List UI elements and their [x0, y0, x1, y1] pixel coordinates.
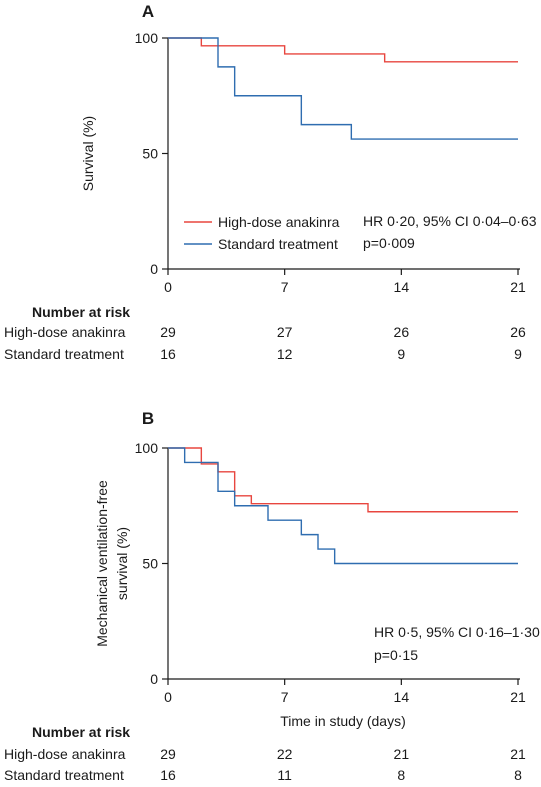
x-tick-label: 21	[510, 279, 526, 295]
stat-annotation: p=0·15	[374, 647, 418, 663]
risk-value: 9	[514, 346, 522, 362]
risk-row-label: High-dose anakinra	[4, 746, 126, 762]
risk-table-title: Number at risk	[32, 304, 130, 320]
risk-row-label: Standard treatment	[4, 767, 124, 783]
stat-annotation: p=0·009	[363, 235, 415, 251]
risk-value: 22	[277, 746, 293, 762]
y-tick-label: 100	[135, 30, 159, 46]
y-tick-label: 0	[150, 261, 158, 277]
risk-value: 26	[394, 324, 410, 340]
risk-value: 29	[160, 324, 176, 340]
legend-label: Standard treatment	[218, 236, 338, 252]
y-tick-label: 50	[142, 146, 158, 162]
stat-annotation: HR 0·20, 95% CI 0·04–0·63	[363, 213, 537, 229]
y-tick-label: 100	[135, 440, 159, 456]
risk-value: 8	[514, 767, 522, 783]
x-axis-title: Time in study (days)	[280, 713, 406, 729]
panel-b: B 0 50 100 0 7 14 21 Mechanical ventilation-free…	[4, 409, 540, 783]
risk-value: 8	[397, 767, 405, 783]
x-tick-label: 14	[394, 279, 410, 295]
panel-letter: B	[142, 409, 154, 428]
y-tick-label: 50	[142, 556, 158, 572]
risk-value: 26	[510, 324, 526, 340]
risk-value: 21	[394, 746, 410, 762]
risk-value: 29	[160, 746, 176, 762]
risk-value: 9	[397, 346, 405, 362]
x-tick-label: 7	[281, 689, 289, 705]
risk-row-label: High-dose anakinra	[4, 324, 126, 340]
legend-label: High-dose anakinra	[218, 214, 340, 230]
risk-value: 16	[160, 767, 176, 783]
risk-value: 21	[510, 746, 526, 762]
risk-table-title: Number at risk	[32, 724, 130, 740]
x-tick-label: 14	[394, 689, 410, 705]
panel-letter: A	[142, 2, 154, 21]
x-tick-label: 0	[164, 689, 172, 705]
x-tick-label: 0	[164, 279, 172, 295]
risk-value: 16	[160, 346, 176, 362]
y-axis-title-line: survival (%)	[114, 527, 130, 600]
panel-a: A 0 50 100 0 7 14 21 Survival (%) High-dose anaki…	[4, 2, 537, 362]
survival-curve-high-dose-anakinra	[168, 447, 518, 513]
x-tick-label: 21	[510, 689, 526, 705]
risk-value: 12	[277, 346, 293, 362]
risk-value: 27	[277, 324, 293, 340]
x-tick-label: 7	[281, 279, 289, 295]
y-axis-title: Survival (%)	[80, 116, 96, 191]
y-axis-title: Mechanical ventilation-free survival (%)	[94, 480, 130, 647]
survival-curve-standard-treatment	[168, 37, 518, 140]
y-tick-label: 0	[150, 671, 158, 687]
risk-value: 11	[277, 767, 292, 783]
stat-annotation: HR 0·5, 95% CI 0·16–1·30	[374, 624, 540, 640]
risk-row-label: Standard treatment	[4, 346, 124, 362]
survival-curve-high-dose-anakinra	[168, 37, 518, 63]
y-axis-title-line: Mechanical ventilation-free	[94, 480, 110, 647]
survival-curve-standard-treatment	[168, 447, 518, 565]
